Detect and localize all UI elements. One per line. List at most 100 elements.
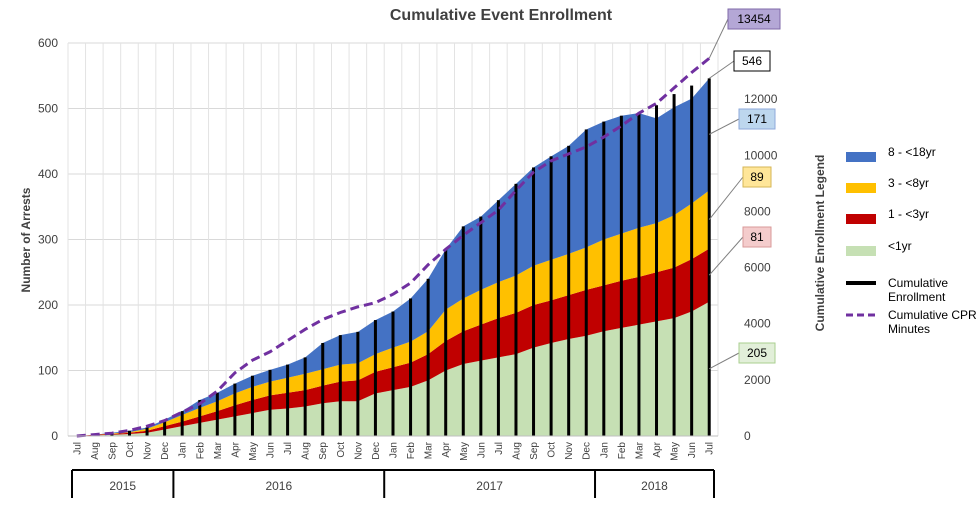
month-tick-label: Sep (107, 442, 118, 460)
legend-swatch (846, 152, 876, 162)
enrollment-bar (426, 278, 430, 436)
month-tick-label: Nov (143, 442, 154, 460)
cpr-minutes-line (76, 57, 711, 438)
month-tick-label: Jan (389, 442, 400, 458)
callout-label: 13454 (737, 12, 771, 26)
month-tick-label: Feb (617, 442, 628, 460)
enrollment-bar (584, 129, 588, 436)
callout-leader (708, 60, 735, 79)
month-tick-label: Jan (599, 442, 610, 458)
callout-box (727, 8, 781, 30)
month-tick-label: Jun (687, 442, 698, 458)
month-tick-label: Jun (266, 442, 277, 458)
y2-tick-label: 6000 (744, 261, 771, 275)
y-tick-label: 100 (38, 364, 58, 378)
month-tick-label: Mar (424, 441, 435, 459)
enrollment-bar (479, 216, 483, 436)
legend-label-line: Minutes (888, 322, 930, 336)
enrollment-bar (338, 335, 342, 436)
month-tick-label: Dec (371, 442, 382, 460)
enrollment-bar (532, 167, 536, 436)
legend-label: 8 - <18yr (888, 145, 936, 159)
enrollment-bar (655, 105, 659, 436)
y2-tick-label: 8000 (744, 204, 771, 218)
enrollment-bar (145, 427, 149, 436)
callout-box (742, 226, 772, 248)
enrollment-bar (496, 200, 500, 436)
month-tick-label: Mar (634, 441, 645, 459)
legend-label: 3 - <8yr (888, 176, 929, 190)
legend-label-line: Cumulative (888, 276, 948, 290)
callout-label: 171 (747, 112, 767, 126)
enrollment-bar (373, 320, 377, 436)
month-tick-label: Aug (301, 442, 312, 460)
axes: 0100200300400500600020004000600080001000… (38, 36, 778, 498)
month-tick-label: Jul (705, 442, 716, 455)
y2-axis-label: Cumulative Enrollment Legend (813, 155, 827, 332)
callout-leader (708, 236, 744, 276)
y-tick-label: 300 (38, 233, 58, 247)
enrollment-bar (690, 85, 694, 436)
cpr-line-layer (76, 57, 711, 438)
legend-label-line: 3 - <8yr (888, 176, 929, 190)
enrollment-bar (215, 392, 219, 436)
chart-title: Cumulative Event Enrollment (390, 7, 613, 24)
legend-label-line: Cumulative CPR (888, 308, 977, 322)
callout-label: 205 (747, 346, 767, 360)
month-tick-label: Dec (582, 442, 593, 460)
month-tick-label: Nov (564, 442, 575, 460)
enrollment-bar (321, 342, 325, 436)
callout-leader (708, 18, 729, 59)
month-tick-label: Jul (283, 442, 294, 455)
month-tick-label: Oct (336, 442, 347, 458)
enrollment-bar (514, 183, 518, 436)
month-tick-label: Jun (476, 442, 487, 458)
month-tick-label: Sep (529, 442, 540, 460)
y-tick-label: 0 (51, 429, 58, 443)
month-tick-label: Nov (353, 442, 364, 460)
month-tick-label: May (248, 442, 259, 461)
enrollment-bar (567, 145, 571, 436)
legend-label: Cumulative CPR Minutes (888, 308, 977, 336)
enrollment-bar (461, 226, 465, 436)
enrollment-bar (637, 113, 641, 437)
month-tick-label: Jul (494, 442, 505, 455)
y2-tick-label: 12000 (744, 92, 778, 106)
enrollment-bar (444, 249, 448, 436)
y2-tick-label: 4000 (744, 317, 771, 331)
legend-label: Cumulative Enrollment (888, 276, 948, 304)
callout-leader (708, 118, 740, 135)
legend: 8 - <18yr 3 - <8yr 1 - <3yr <1yr Cumulative E… (846, 145, 977, 336)
month-tick-label: Dec (160, 442, 171, 460)
enrollment-bar (602, 121, 606, 436)
year-label: 2018 (641, 479, 668, 493)
y2-tick-label: 0 (744, 429, 751, 443)
month-tick-label: May (459, 442, 470, 461)
enrollment-bar (163, 419, 167, 436)
month-tick-label: Jan (178, 442, 189, 458)
enrollment-bar (180, 411, 184, 436)
y-axis-label: Number of Arrests (19, 187, 33, 292)
callout-box (733, 50, 771, 72)
legend-label: 1 - <3yr (888, 207, 929, 221)
month-tick-label: Mar (213, 441, 224, 459)
month-tick-label: Aug (90, 442, 101, 460)
enrollment-bar (250, 375, 254, 436)
enrollment-bars (92, 78, 711, 437)
y2-tick-label: 10000 (744, 148, 778, 162)
enrollment-bar (268, 369, 272, 436)
enrollment-bar (286, 364, 290, 436)
enrollment-bar (409, 298, 413, 436)
enrollment-bar (391, 311, 395, 436)
enrollment-bar (707, 78, 711, 437)
y-tick-label: 600 (38, 36, 58, 50)
legend-label-line: 1 - <3yr (888, 207, 929, 221)
month-tick-label: Oct (125, 442, 136, 458)
legend-swatch (846, 214, 876, 224)
month-tick-label: Apr (230, 441, 241, 457)
legend-label-line: 8 - <18yr (888, 145, 936, 159)
enrollment-bar (549, 156, 553, 436)
enrollment-bar (233, 383, 237, 436)
callout-box (738, 108, 776, 130)
